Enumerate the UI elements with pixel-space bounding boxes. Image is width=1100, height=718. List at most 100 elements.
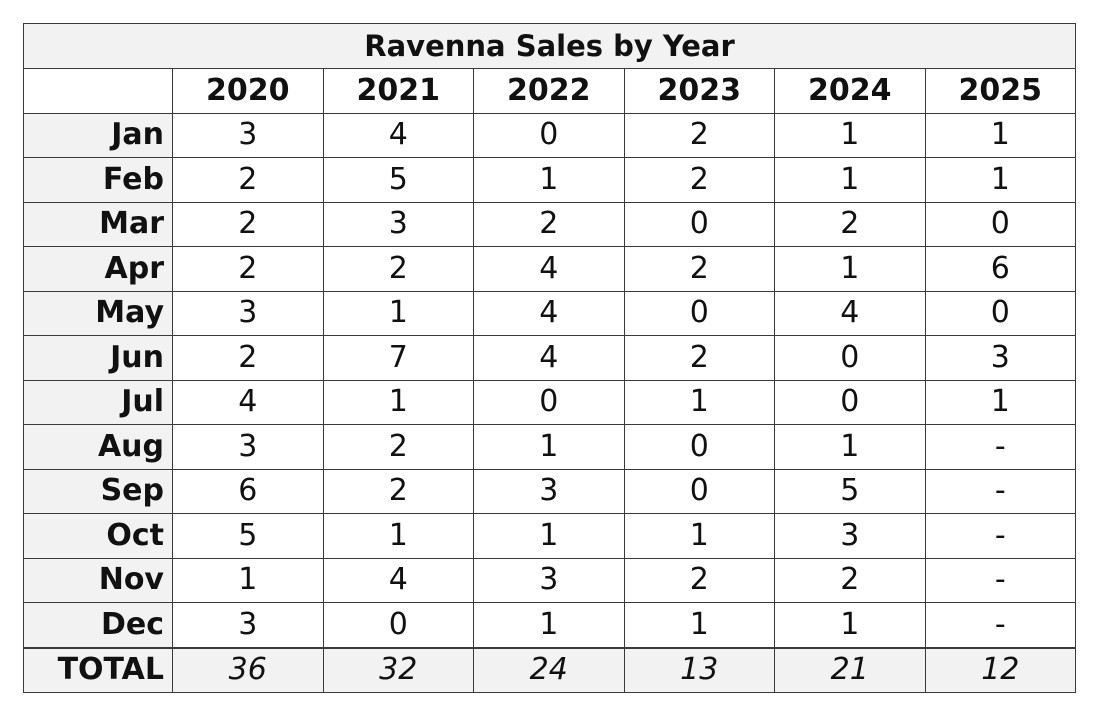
sales-cell: 2: [473, 201, 625, 247]
sales-cell: 1: [172, 557, 324, 603]
sales-table: Ravenna Sales by Year 2020 2021 2022 202…: [22, 23, 1077, 693]
sales-cell: 1: [623, 602, 775, 648]
sales-cell: 3: [322, 201, 474, 247]
sales-cell: 0: [473, 379, 625, 425]
sales-cell: 3: [172, 602, 324, 648]
sales-cell: 1: [774, 157, 926, 203]
sales-cell: 3: [172, 290, 324, 336]
sales-cell: 0: [623, 290, 775, 336]
sales-cell: 2: [774, 557, 926, 603]
year-header-row: 2020 2021 2022 2023 2024 2025: [23, 68, 1077, 114]
total-value: 13: [623, 646, 775, 693]
sales-cell: 1: [473, 424, 625, 470]
month-label: Mar: [23, 201, 173, 247]
sales-cell: 2: [623, 557, 775, 603]
table-row: Sep 6 2 3 0 5-: [23, 468, 1077, 514]
sales-cell: 0: [473, 112, 625, 158]
sales-cell: 0: [774, 335, 926, 381]
sales-cell: 4: [322, 112, 474, 158]
sales-cell: 3: [924, 335, 1077, 381]
table-row: Jun 2 7 4 2 0 3: [23, 335, 1077, 381]
sales-cell: 4: [473, 246, 625, 292]
month-label: Jan: [23, 112, 173, 158]
sales-cell: 1: [774, 112, 926, 158]
month-label: Aug: [23, 424, 173, 470]
sales-cell: 2: [623, 112, 775, 158]
table-row: Mar 2 3 2 0 2 0: [23, 201, 1077, 247]
sales-cell: -: [924, 557, 1077, 603]
sales-cell: 1: [322, 379, 474, 425]
sales-cell: 7: [322, 335, 474, 381]
table-row: Jul 4 1 0 1 0 1: [23, 379, 1077, 425]
sales-cell: 2: [172, 335, 324, 381]
sales-cell: 0: [774, 379, 926, 425]
sales-cell: -: [924, 513, 1077, 559]
table-row: Oct 5 1 1 1 3-: [23, 513, 1077, 559]
sales-cell: 4: [172, 379, 324, 425]
sales-cell: -: [924, 424, 1077, 470]
month-label: May: [23, 290, 173, 336]
sales-cell: 1: [924, 112, 1077, 158]
month-label: Apr: [23, 246, 173, 292]
sales-cell: 1: [322, 290, 474, 336]
total-value: 32: [322, 646, 474, 693]
total-value: 24: [473, 646, 625, 693]
sales-cell: 0: [623, 468, 775, 514]
sales-cell: 0: [322, 602, 474, 648]
sales-cell: 2: [322, 468, 474, 514]
table-title: Ravenna Sales by Year: [22, 23, 1077, 69]
table-row: Feb 2 5 1 2 1 1: [23, 157, 1077, 203]
sales-cell: 1: [473, 157, 625, 203]
total-value: 21: [774, 646, 926, 693]
sales-cell: 1: [623, 513, 775, 559]
sales-cell: 1: [623, 379, 775, 425]
sales-cell: 1: [774, 602, 926, 648]
sales-cell: 2: [172, 157, 324, 203]
year-header: 2024: [774, 68, 926, 114]
sales-cell: 3: [774, 513, 926, 559]
table-row: Apr 2 2 4 2 1 6: [23, 246, 1077, 292]
sales-cell: 2: [172, 201, 324, 247]
year-header: 2022: [473, 68, 625, 114]
month-label: Sep: [23, 468, 173, 514]
sales-cell: 2: [774, 201, 926, 247]
sales-cell: 5: [172, 513, 324, 559]
sales-cell: 2: [172, 246, 324, 292]
sales-cell: 5: [322, 157, 474, 203]
total-row: TOTAL 36 32 24 13 21 12: [23, 646, 1077, 693]
total-value: 12: [924, 646, 1077, 693]
sales-cell: 2: [623, 335, 775, 381]
total-label: TOTAL: [23, 646, 173, 693]
title-row: Ravenna Sales by Year: [22, 23, 1077, 69]
sales-cell: 1: [924, 157, 1077, 203]
sales-cell: 6: [172, 468, 324, 514]
month-label: Dec: [23, 602, 173, 648]
month-label: Feb: [23, 157, 173, 203]
sales-cell: 1: [774, 246, 926, 292]
year-header: 2021: [322, 68, 474, 114]
sales-cell: 4: [322, 557, 474, 603]
table-row: Aug 3 2 1 0 1-: [23, 424, 1077, 470]
table-row: Jan 3 4 0 2 1 1: [23, 112, 1077, 158]
corner-cell: [23, 68, 173, 114]
sales-cell: 2: [623, 246, 775, 292]
sales-cell: 0: [623, 424, 775, 470]
sales-cell: 2: [322, 424, 474, 470]
sales-cell: -: [924, 468, 1077, 514]
year-header: 2020: [172, 68, 324, 114]
sales-cell: 1: [774, 424, 926, 470]
sales-cell: 2: [623, 157, 775, 203]
sales-cell: 5: [774, 468, 926, 514]
sales-cell: 4: [774, 290, 926, 336]
sales-cell: 0: [623, 201, 775, 247]
month-label: Jul: [23, 379, 173, 425]
sales-cell: 4: [473, 335, 625, 381]
sales-cell: -: [924, 602, 1077, 648]
sales-cell: 6: [924, 246, 1077, 292]
sales-cell: 3: [172, 112, 324, 158]
sales-cell: 3: [473, 557, 625, 603]
sales-cell: 1: [473, 513, 625, 559]
sales-cell: 3: [172, 424, 324, 470]
sales-cell: 2: [322, 246, 474, 292]
table-row: Dec 3 0 1 1 1-: [23, 602, 1077, 648]
